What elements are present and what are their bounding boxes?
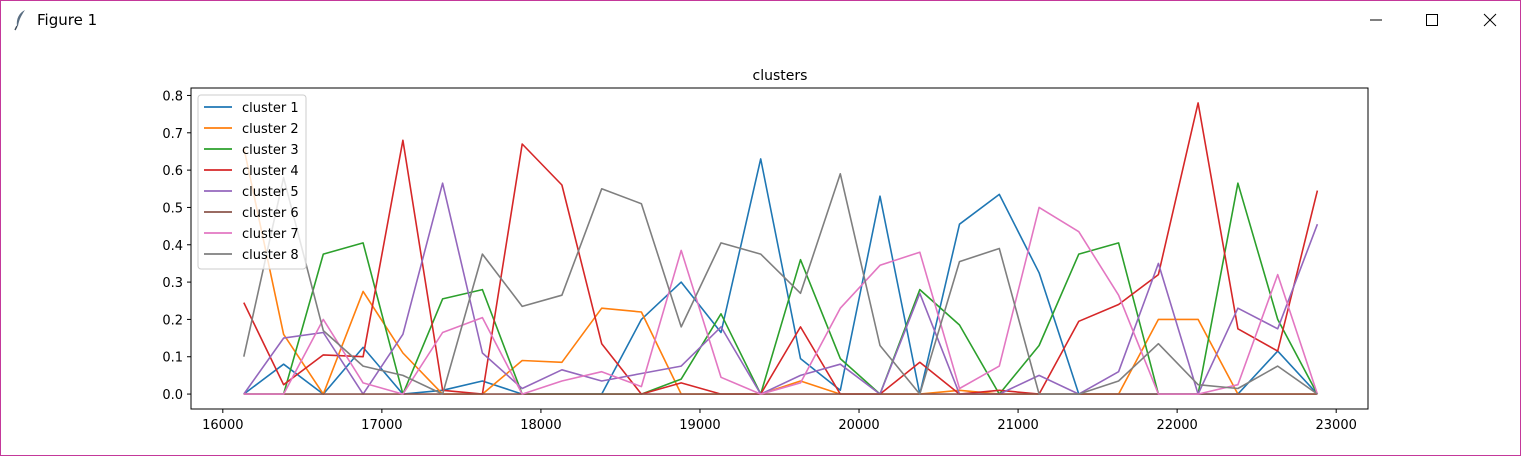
x-tick-label: 21000	[997, 418, 1038, 433]
y-tick-label: 0.1	[162, 351, 183, 366]
y-tick-label: 0.6	[162, 164, 183, 179]
legend-label: cluster 5	[242, 185, 299, 200]
close-button[interactable]	[1461, 1, 1519, 39]
x-tick-label: 16000	[202, 418, 243, 433]
legend-label: cluster 3	[242, 143, 299, 158]
x-tick-label: 17000	[361, 418, 402, 433]
series-line-5	[243, 182, 1319, 395]
axes: 16000 17000 18000 19000 20000 21000 22000 23000…	[162, 89, 1357, 433]
legend-label: cluster 2	[242, 122, 299, 137]
minimize-icon	[1370, 19, 1382, 21]
legend-label: cluster 7	[242, 227, 299, 242]
window-title: Figure 1	[37, 11, 98, 29]
series-lines	[243, 102, 1319, 395]
legend-label: cluster 1	[242, 101, 299, 116]
x-tick-label: 20000	[838, 418, 879, 433]
series-line-8	[243, 173, 1318, 395]
legend-box	[197, 94, 307, 270]
chart-title: clusters	[753, 68, 808, 84]
y-tick-label: 0.5	[162, 201, 183, 216]
y-tick-label: 0.0	[162, 388, 183, 403]
x-tick-label: 19000	[679, 418, 720, 433]
minimize-button[interactable]	[1347, 1, 1405, 39]
x-tick-label: 18000	[520, 418, 561, 433]
y-tick-label: 0.2	[162, 313, 183, 328]
series-line-7	[243, 206, 1319, 395]
y-tick-label: 0.7	[162, 127, 183, 142]
x-tick-label: 22000	[1156, 418, 1197, 433]
legend: cluster 1 cluster 2 cluster 3 cluster 4 clus…	[197, 94, 307, 270]
y-tick-label: 0.3	[162, 276, 183, 291]
legend-label: cluster 4	[242, 164, 299, 179]
y-tick-label: 0.8	[162, 89, 183, 104]
series-line-3	[243, 182, 1319, 395]
close-icon	[1483, 13, 1497, 27]
legend-label: cluster 8	[242, 248, 299, 263]
series-line-4	[243, 102, 1319, 395]
x-tick-label: 23000	[1316, 418, 1357, 433]
y-tick-label: 0.4	[162, 239, 183, 254]
legend-label: cluster 6	[242, 206, 299, 221]
maximize-button[interactable]	[1403, 1, 1461, 39]
plot-area-frame	[190, 87, 1369, 410]
feather-icon	[14, 10, 25, 31]
title-bar[interactable]: Figure 1	[1, 1, 1520, 39]
maximize-icon	[1426, 14, 1438, 26]
series-line-2	[243, 147, 1318, 395]
